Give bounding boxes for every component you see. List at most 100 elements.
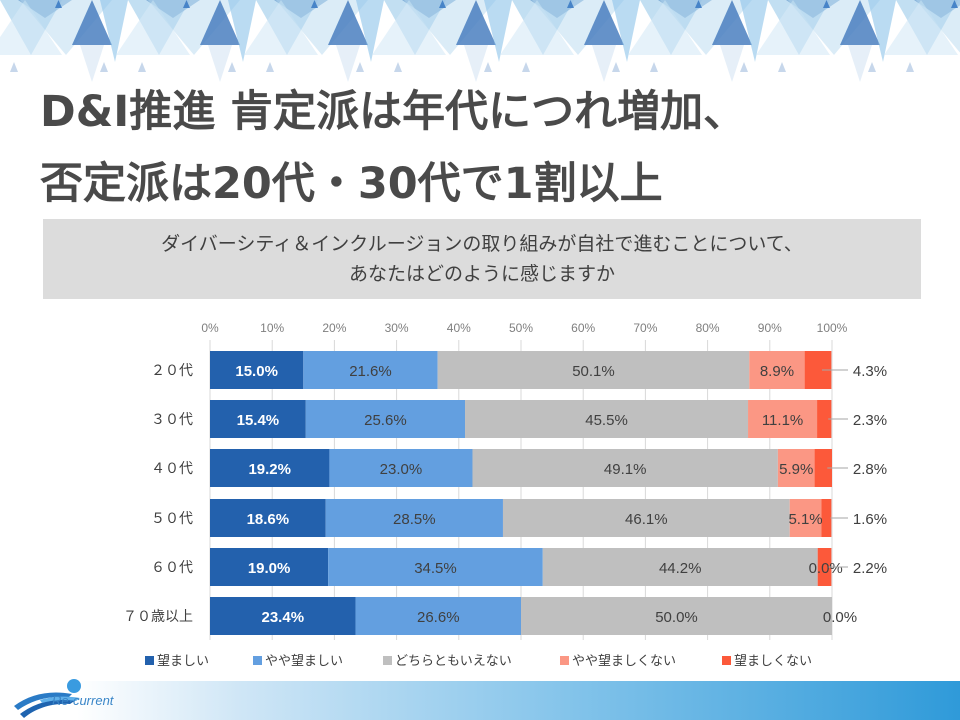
data-label: 44.2% (659, 560, 702, 577)
data-label: 5.1% (788, 511, 822, 528)
x-tick-label: 80% (696, 321, 720, 335)
bar-segment (817, 548, 832, 586)
bar-segment (465, 400, 749, 438)
decorative-triangle (138, 62, 146, 72)
data-label: 46.1% (625, 511, 668, 528)
decorative-triangle (456, 0, 496, 45)
header-triangle-pattern (0, 0, 960, 82)
decorative-triangle (951, 0, 958, 8)
data-label: 1.6% (853, 511, 887, 528)
decorative-triangle (336, 45, 360, 82)
legend-swatch (145, 656, 154, 665)
bar-segment (210, 351, 304, 389)
data-label: 15.0% (235, 363, 278, 380)
data-label: 2.3% (853, 412, 887, 429)
decorative-triangle (228, 0, 256, 62)
decorative-triangle (356, 62, 364, 72)
slide-title: D&I推進 肯定派は年代につれ増加、 否定派は20代・30代で1割以上 (40, 76, 746, 220)
decorative-triangle (208, 45, 232, 82)
data-label: 11.1% (762, 412, 803, 429)
data-label: 0.0% (823, 609, 857, 626)
decorative-triangle (567, 0, 574, 8)
legend-label: 望ましい (157, 653, 209, 669)
data-label: 49.1% (604, 461, 647, 478)
triangle-tile (0, 0, 128, 82)
decorative-triangle (484, 0, 512, 62)
x-tick-label: 30% (385, 321, 409, 335)
decorative-triangle (116, 0, 190, 55)
x-tick-label: 100% (817, 321, 848, 335)
decorative-triangle (244, 0, 318, 55)
decorative-triangle (0, 0, 62, 55)
x-tick-label: 40% (447, 321, 471, 335)
decorative-triangle (80, 45, 104, 82)
decorative-triangle (712, 0, 752, 45)
bar-segment (789, 499, 822, 537)
data-label: 18.6% (247, 511, 290, 528)
x-tick-label: 70% (633, 321, 657, 335)
bar-segment (305, 400, 466, 438)
question-line-1: ダイバーシティ＆インクルージョンの取り組みが自社で進むことについて、 (161, 233, 803, 255)
stacked-bar-chart: 0% 10% 20% 30% 40% 50% 60% 70% 80% 90% 100% ２０代 ３０代 ４… (123, 321, 887, 669)
decorative-triangle (740, 62, 748, 72)
decorative-triangle (840, 0, 880, 45)
decorative-triangle (650, 62, 658, 72)
decorative-triangle (868, 62, 876, 72)
bar-segment (329, 449, 473, 487)
bar-segment (777, 449, 815, 487)
category-label: ２０代 (151, 363, 193, 379)
decorative-triangle (484, 62, 492, 72)
triangle-tile (500, 0, 640, 82)
data-label: 34.5% (414, 560, 457, 577)
bar-segment (328, 548, 543, 586)
bar-segment (210, 597, 356, 635)
bar-segment (210, 499, 326, 537)
decorative-triangle (439, 0, 446, 8)
legend-swatch (253, 656, 262, 665)
bar-segment (355, 597, 521, 635)
data-label: 21.6% (349, 363, 392, 380)
decorative-triangle (183, 0, 190, 8)
decorative-triangle (328, 0, 368, 45)
decorative-triangle (72, 0, 112, 45)
decorative-triangle (740, 0, 768, 62)
decorative-triangle (720, 45, 744, 82)
category-label: ４０代 (151, 461, 193, 477)
bar-segment (814, 449, 832, 487)
category-label: ３０代 (151, 412, 193, 428)
decorative-triangle (55, 0, 62, 8)
category-label: ６０代 (151, 560, 193, 576)
decorative-triangle (778, 62, 786, 72)
category-label: ５０代 (151, 511, 193, 527)
bar-segment (817, 400, 832, 438)
x-tick-label: 60% (571, 321, 595, 335)
decorative-triangle (916, 0, 960, 53)
data-label: 23.0% (380, 461, 423, 478)
survey-question-box: ダイバーシティ＆インクルージョンの取り組みが自社で進むことについて、 あなたはど… (43, 219, 921, 299)
bar-segment (325, 499, 503, 537)
decorative-triangle (522, 62, 530, 72)
legend-label: やや望ましくない (572, 653, 676, 669)
decorative-triangle (756, 0, 830, 55)
decorative-triangle (906, 62, 914, 72)
title-line-2: 否定派は20代・30代で1割以上 (40, 159, 663, 209)
decorative-triangle (695, 0, 702, 8)
bar-segment (210, 449, 330, 487)
bar-segment (437, 351, 750, 389)
bar-segment (521, 597, 832, 635)
decorative-triangle (612, 62, 620, 72)
data-label: 50.0% (655, 609, 698, 626)
decorative-triangle (10, 62, 18, 72)
legend-label: どちらともいえない (395, 654, 512, 669)
x-tick-label: 90% (758, 321, 782, 335)
bar-segment (210, 400, 306, 438)
title-line-1: D&I推進 肯定派は年代につれ増加、 (40, 87, 747, 137)
bar-segment (542, 548, 818, 586)
decorative-triangle (823, 0, 830, 8)
triangle-tile (116, 0, 256, 82)
data-label: 15.4% (237, 412, 280, 429)
bar-segment (821, 499, 832, 537)
decorative-triangle (372, 0, 446, 55)
x-tick-label: 0% (201, 321, 219, 335)
x-tick-label: 20% (322, 321, 346, 335)
